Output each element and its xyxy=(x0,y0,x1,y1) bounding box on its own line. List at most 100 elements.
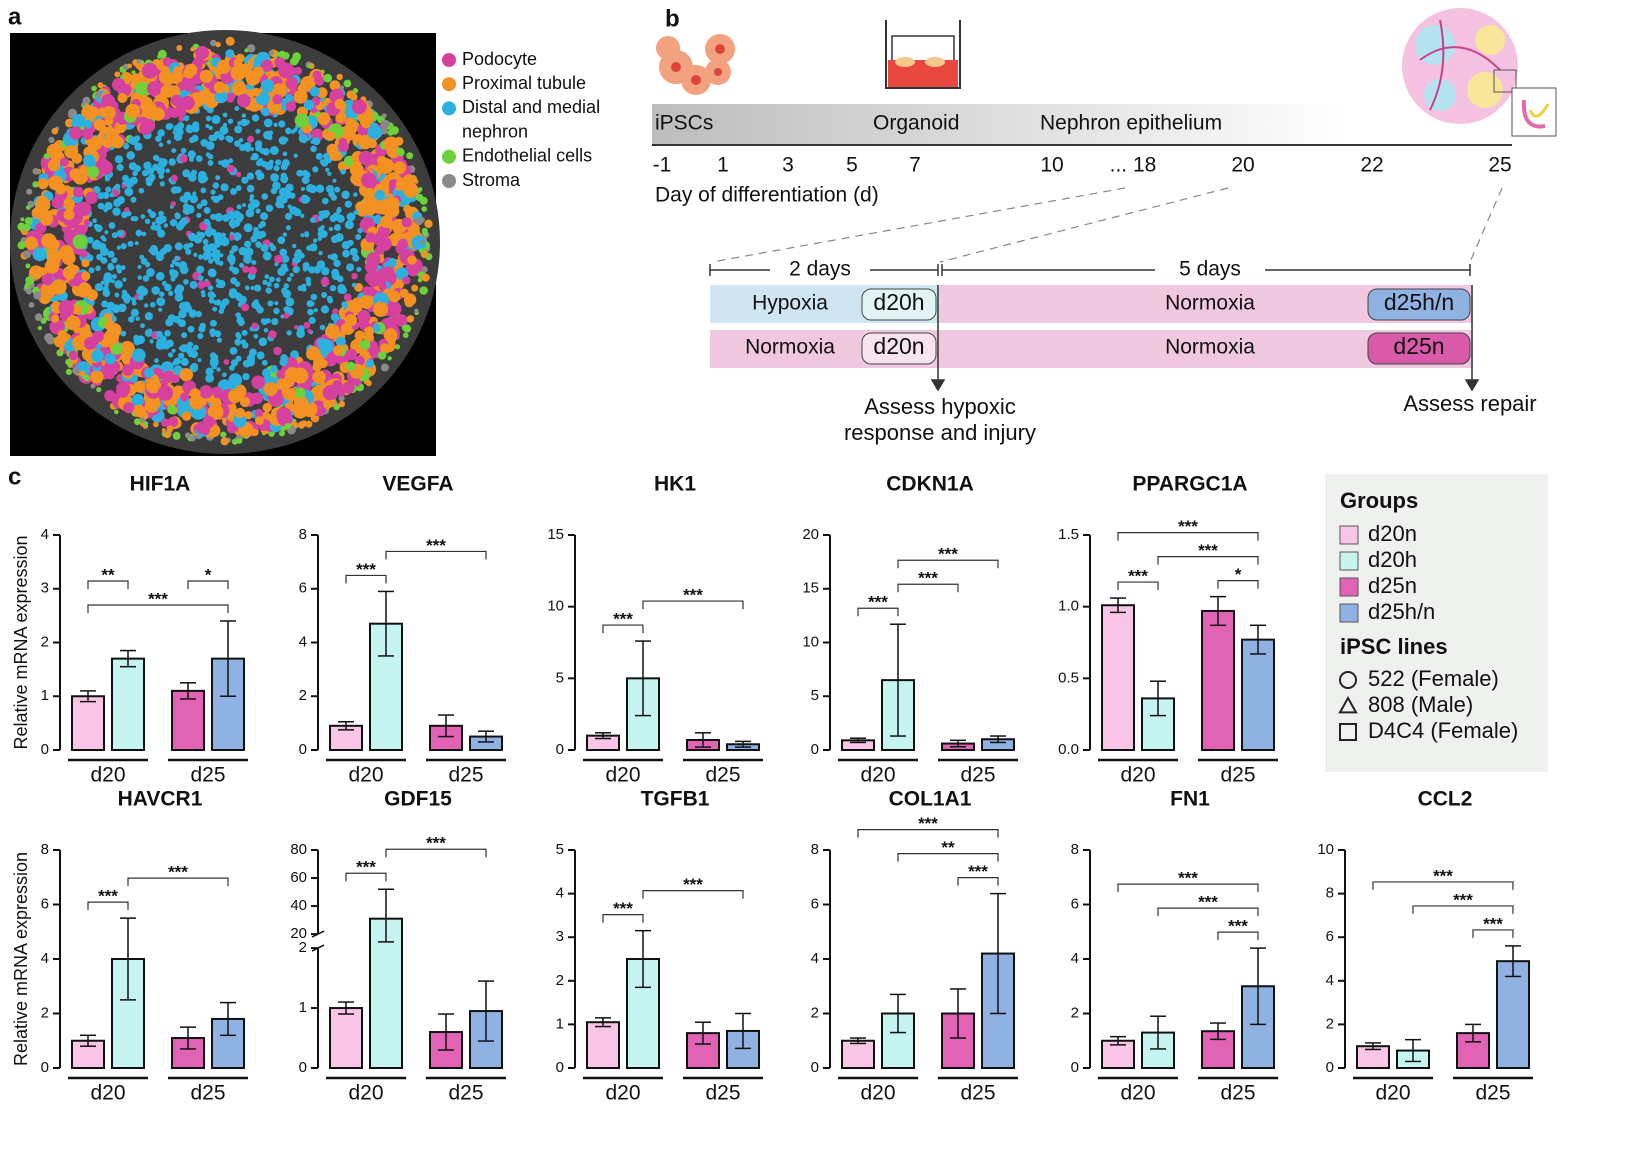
tissue-dot xyxy=(132,170,138,177)
tissue-dot xyxy=(239,262,245,268)
tissue-dot xyxy=(256,175,262,181)
tissue-dot xyxy=(214,330,222,338)
condition-tag: d25n xyxy=(1393,333,1444,359)
y-tick-label: 0 xyxy=(41,1059,49,1076)
tissue-dot xyxy=(341,190,350,199)
error-bar xyxy=(890,623,906,737)
tissue-dot xyxy=(254,284,262,292)
legend-label: Podocyte xyxy=(462,49,537,69)
tissue-dot xyxy=(205,115,212,122)
duration-brackets xyxy=(709,264,1471,276)
condition-tag: d25h/n xyxy=(1384,289,1454,315)
tissue-dot xyxy=(346,361,356,371)
tissue-dot xyxy=(351,272,358,280)
tissue-dot xyxy=(168,352,174,358)
tissue-dot xyxy=(26,188,33,195)
significance-bracket xyxy=(385,848,487,858)
tissue-dot xyxy=(171,148,177,154)
tissue-dot xyxy=(333,345,343,356)
tissue-dot xyxy=(344,200,352,208)
panel-label: b xyxy=(665,5,680,32)
significance-label: *** xyxy=(1228,917,1248,936)
tissue-dot xyxy=(234,338,242,346)
significance-label: *** xyxy=(1128,567,1148,586)
significance-label: *** xyxy=(918,569,938,588)
tissue-dot xyxy=(106,301,116,311)
error-bar xyxy=(220,1001,236,1037)
tissue-dot xyxy=(63,198,75,210)
tissue-dot xyxy=(242,373,250,381)
marker xyxy=(1338,695,1358,714)
significance-label: * xyxy=(1235,565,1242,584)
error-bar xyxy=(478,730,494,743)
error-bar xyxy=(1250,624,1266,655)
legend-swatch xyxy=(1339,525,1359,545)
tissue-dot xyxy=(207,268,217,278)
error-bar xyxy=(378,888,394,943)
tissue-dot xyxy=(260,318,267,324)
tissue-dot xyxy=(79,370,86,377)
y-tick-label: 6 xyxy=(299,580,307,597)
tissue-dot xyxy=(53,335,66,348)
significance-bracket xyxy=(642,600,744,610)
tissue-dot xyxy=(342,381,355,394)
tissue-dot xyxy=(263,328,269,333)
tissue-dot xyxy=(377,158,394,174)
tissue-dot xyxy=(310,293,318,301)
tissue-dot xyxy=(327,254,333,259)
tissue-dot xyxy=(237,93,251,108)
tissue-dot xyxy=(205,124,210,129)
tissue-dot xyxy=(327,400,335,408)
tissue-dot xyxy=(95,265,101,272)
tissue-dot xyxy=(211,115,221,125)
tissue-dot xyxy=(81,259,90,268)
significance-bracket xyxy=(385,550,487,560)
tissue-dot xyxy=(83,374,91,382)
x-group-label: d20 xyxy=(1375,1082,1410,1105)
significance-label: *** xyxy=(1198,541,1218,560)
tissue-dot xyxy=(319,324,326,331)
tissue-dot xyxy=(157,229,166,238)
y-tick-label: 60 xyxy=(290,869,307,886)
tissue-dot xyxy=(122,277,127,282)
tissue-dot xyxy=(62,266,76,280)
tissue-dot xyxy=(231,81,247,96)
tissue-dot xyxy=(184,432,191,439)
tissue-dot xyxy=(147,208,152,214)
tissue-dot xyxy=(380,119,390,129)
tissue-dot xyxy=(65,118,74,128)
tissue-dot xyxy=(260,59,273,72)
tissue-dot xyxy=(182,169,191,178)
tissue-dot xyxy=(320,210,329,219)
tissue-dot xyxy=(364,326,375,337)
tissue-dot xyxy=(123,143,130,150)
tissue-dot xyxy=(285,77,298,90)
tissue-dot xyxy=(244,247,254,257)
legend-swatch xyxy=(442,174,456,188)
significance-bracket xyxy=(1217,931,1259,941)
y-tick-label: 6 xyxy=(41,895,49,912)
tissue-dot xyxy=(384,196,400,212)
tissue-dot xyxy=(126,151,135,160)
tissue-dot xyxy=(165,168,170,173)
tissue-dot xyxy=(195,310,202,318)
tissue-dot xyxy=(338,141,349,152)
tissue-dot xyxy=(234,140,241,147)
tissue-dot xyxy=(179,368,193,382)
tissue-dot xyxy=(327,171,332,176)
tissue-dot xyxy=(317,236,322,241)
tissue-dot xyxy=(32,247,47,262)
tissue-dot xyxy=(238,295,247,304)
panel-label: a xyxy=(8,3,22,30)
y-tick-label: 80 xyxy=(290,841,307,858)
x-group-label: d20 xyxy=(605,1082,640,1105)
tissue-dot xyxy=(227,118,234,124)
tissue-dot xyxy=(242,359,251,368)
tissue-dot xyxy=(121,292,130,301)
tissue-dot xyxy=(176,45,183,51)
tissue-dot xyxy=(159,335,166,342)
y-tick-label: 2 xyxy=(41,1004,49,1021)
tissue-dot xyxy=(333,403,341,411)
tissue-dot xyxy=(144,303,149,308)
